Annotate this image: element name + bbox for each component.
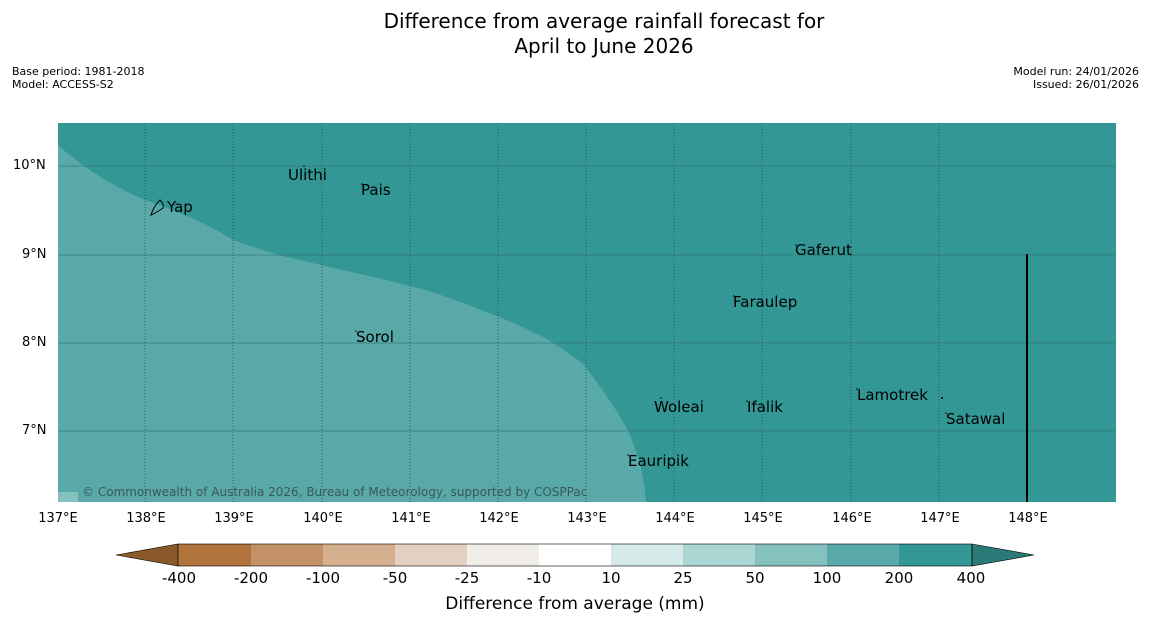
- map-region-slightly-wetter: [58, 145, 646, 502]
- colorbar-segment: [683, 544, 755, 566]
- lon-label: 148°E: [1008, 511, 1048, 526]
- place-label-gaferut: Gaferut: [795, 241, 852, 259]
- colorbar-label: 25: [673, 569, 693, 587]
- island-dot: [945, 412, 947, 414]
- colorbar-title: Difference from average (mm): [445, 594, 705, 614]
- lat-label: 8°N: [22, 335, 47, 350]
- lon-label: 138°E: [126, 511, 166, 526]
- lat-label: 10°N: [13, 158, 46, 173]
- colorbar-segment: [395, 544, 467, 566]
- colorbar-label: 10: [601, 569, 621, 587]
- colorbar-label: 400: [956, 569, 986, 587]
- colorbar-segment: [178, 544, 251, 566]
- colorbar: [115, 543, 1035, 567]
- island-dot: [660, 397, 662, 399]
- colorbar-label: -50: [382, 569, 408, 587]
- colorbar-segment: [467, 544, 539, 566]
- yap-island-shape: [150, 199, 164, 216]
- island-dot: [795, 244, 797, 246]
- copyright-notice: © Commonwealth of Australia 2026, Bureau…: [82, 485, 588, 499]
- lon-label: 142°E: [479, 511, 519, 526]
- colorbar-segment: [323, 544, 395, 566]
- island-dot: [627, 454, 629, 456]
- lon-label: 145°E: [743, 511, 783, 526]
- island-dot: [856, 388, 858, 390]
- island-dot: [355, 330, 357, 332]
- colorbar-label: -200: [233, 569, 269, 587]
- base-period: Base period: 1981-2018: [12, 65, 145, 78]
- colorbar-label: 100: [812, 569, 842, 587]
- island-dot: [303, 165, 305, 167]
- colorbar-segment: [251, 544, 323, 566]
- island-dot: [361, 183, 363, 185]
- model-name: Model: ACCESS-S2: [12, 78, 114, 91]
- place-label-woleai: Woleai: [654, 398, 704, 416]
- colorbar-segment: [611, 544, 683, 566]
- lon-label: 141°E: [391, 511, 431, 526]
- lon-label: 139°E: [214, 511, 254, 526]
- lon-label: 143°E: [567, 511, 607, 526]
- place-label-sorol: Sorol: [356, 328, 394, 346]
- lon-label: 140°E: [303, 511, 343, 526]
- island-dot: [746, 400, 748, 402]
- map-corner-patch: [58, 492, 78, 502]
- island-markers: [303, 165, 947, 456]
- colorbar-label: -25: [454, 569, 480, 587]
- lon-label: 146°E: [832, 511, 872, 526]
- place-label-lamotrek: Lamotrek: [857, 386, 928, 404]
- colorbar-segment: [899, 544, 972, 566]
- colorbar-label: -10: [526, 569, 552, 587]
- lon-gridlines: [144, 123, 940, 502]
- issued-date: Issued: 26/01/2026: [1032, 78, 1139, 91]
- place-label-satawal: Satawal: [946, 410, 1006, 428]
- title-line-1: Difference from average rainfall forecas…: [383, 9, 825, 33]
- meta-right: Model run: 24/01/2026 Issued: 26/01/2026: [1013, 65, 1139, 91]
- colorbar-segment: [827, 544, 899, 566]
- title-line-2: April to June 2026: [514, 34, 694, 58]
- lon-label: 144°E: [655, 511, 695, 526]
- colorbar-label: 50: [745, 569, 765, 587]
- lat-label: 7°N: [22, 423, 47, 438]
- lat-gridlines: [58, 165, 1116, 432]
- lon-label: 147°E: [920, 511, 960, 526]
- colorbar-frame: [177, 543, 973, 567]
- place-label-ulithi: Ulithi: [288, 166, 327, 184]
- island-dot: [941, 397, 943, 399]
- lat-label: 9°N: [22, 247, 47, 262]
- colorbar-label: 200: [884, 569, 914, 587]
- place-label-yap: Yap: [167, 198, 193, 216]
- lon-label: 137°E: [38, 511, 78, 526]
- chart-title: Difference from average rainfall forecas…: [0, 9, 1150, 59]
- meta-left: Base period: 1981-2018 Model: ACCESS-S2: [12, 65, 144, 91]
- colorbar-label: -100: [305, 569, 341, 587]
- colorbar-segment: [539, 544, 611, 566]
- place-label-eauripik: Eauripik: [628, 452, 689, 470]
- island-dot: [733, 295, 735, 297]
- place-label-faraulep: Faraulep: [733, 293, 798, 311]
- colorbar-label: -400: [161, 569, 197, 587]
- model-run: Model run: 24/01/2026: [1013, 65, 1139, 78]
- place-label-pais: Pais: [361, 181, 391, 199]
- colorbar-segment: [755, 544, 827, 566]
- colorbar-over-arrow: [971, 543, 1035, 567]
- place-label-ifalik: Ifalik: [747, 398, 783, 416]
- colorbar-under-arrow: [115, 543, 179, 567]
